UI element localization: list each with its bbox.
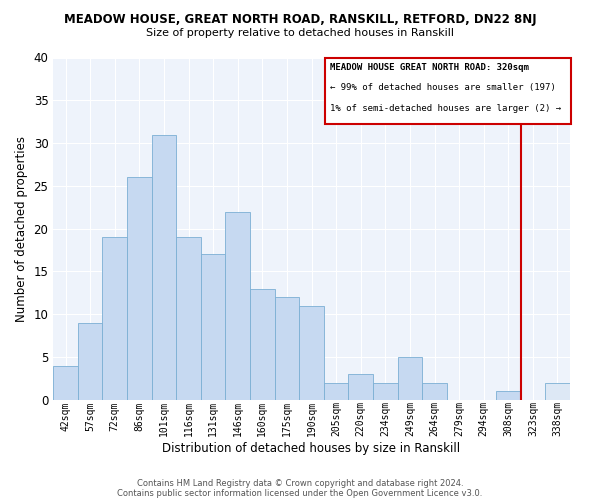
Bar (275, 297, 299, 400)
Text: 1% of semi-detached houses are larger (2) →: 1% of semi-detached houses are larger (2… (330, 104, 561, 112)
Bar (373, 382, 398, 400)
Text: Contains HM Land Registry data © Crown copyright and database right 2024.: Contains HM Land Registry data © Crown c… (137, 478, 463, 488)
Bar (422, 382, 447, 400)
Bar (176, 237, 201, 400)
Bar (349, 374, 373, 400)
Bar (103, 237, 127, 400)
FancyBboxPatch shape (325, 58, 571, 124)
Bar (226, 212, 250, 400)
Bar (201, 254, 226, 400)
Bar (152, 134, 176, 400)
X-axis label: Distribution of detached houses by size in Ranskill: Distribution of detached houses by size … (163, 442, 461, 455)
Bar (299, 306, 324, 400)
Bar (127, 178, 152, 400)
Bar (324, 382, 349, 400)
Bar (398, 357, 422, 400)
Text: Contains public sector information licensed under the Open Government Licence v3: Contains public sector information licen… (118, 488, 482, 498)
Text: ← 99% of detached houses are smaller (197): ← 99% of detached houses are smaller (19… (330, 83, 556, 92)
Bar (496, 391, 521, 400)
Bar (545, 382, 570, 400)
Bar (78, 323, 103, 400)
Bar (53, 366, 78, 400)
Y-axis label: Number of detached properties: Number of detached properties (15, 136, 28, 322)
Bar (250, 288, 275, 400)
Text: MEADOW HOUSE GREAT NORTH ROAD: 320sqm: MEADOW HOUSE GREAT NORTH ROAD: 320sqm (330, 62, 529, 72)
Text: MEADOW HOUSE, GREAT NORTH ROAD, RANSKILL, RETFORD, DN22 8NJ: MEADOW HOUSE, GREAT NORTH ROAD, RANSKILL… (64, 12, 536, 26)
Text: Size of property relative to detached houses in Ranskill: Size of property relative to detached ho… (146, 28, 454, 38)
